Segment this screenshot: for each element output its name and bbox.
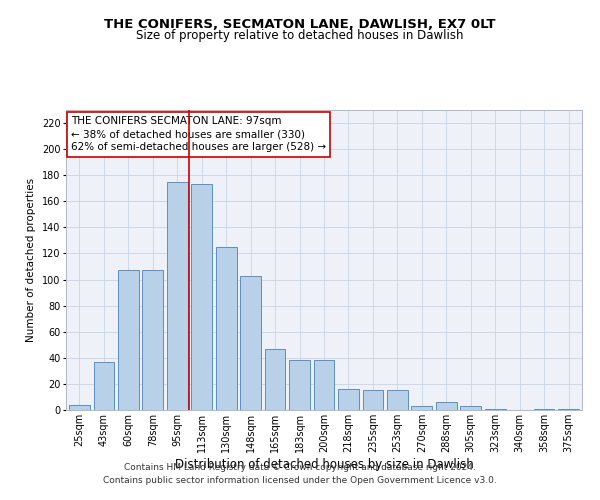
Bar <box>265 348 286 410</box>
Text: Size of property relative to detached houses in Dawlish: Size of property relative to detached ho… <box>136 28 464 42</box>
Text: THE CONIFERS, SECMATON LANE, DAWLISH, EX7 0LT: THE CONIFERS, SECMATON LANE, DAWLISH, EX… <box>104 18 496 30</box>
Text: THE CONIFERS SECMATON LANE: 97sqm
← 38% of detached houses are smaller (330)
62%: THE CONIFERS SECMATON LANE: 97sqm ← 38% … <box>71 116 326 152</box>
Bar <box>94 362 114 410</box>
Bar <box>289 360 310 410</box>
Bar <box>167 182 188 410</box>
Bar <box>558 408 579 410</box>
Bar <box>387 390 408 410</box>
Y-axis label: Number of detached properties: Number of detached properties <box>26 178 36 342</box>
Bar <box>362 390 383 410</box>
Bar <box>485 408 506 410</box>
Bar <box>338 389 359 410</box>
Bar <box>118 270 139 410</box>
Bar <box>142 270 163 410</box>
Text: Contains public sector information licensed under the Open Government Licence v3: Contains public sector information licen… <box>103 476 497 485</box>
Bar <box>240 276 261 410</box>
Bar <box>534 408 554 410</box>
Bar <box>436 402 457 410</box>
Bar <box>69 405 90 410</box>
Text: Contains HM Land Registry data © Crown copyright and database right 2024.: Contains HM Land Registry data © Crown c… <box>124 464 476 472</box>
Bar <box>460 406 481 410</box>
Bar <box>314 360 334 410</box>
Bar <box>412 406 432 410</box>
X-axis label: Distribution of detached houses by size in Dawlish: Distribution of detached houses by size … <box>175 458 473 470</box>
Bar <box>216 247 236 410</box>
Bar <box>191 184 212 410</box>
